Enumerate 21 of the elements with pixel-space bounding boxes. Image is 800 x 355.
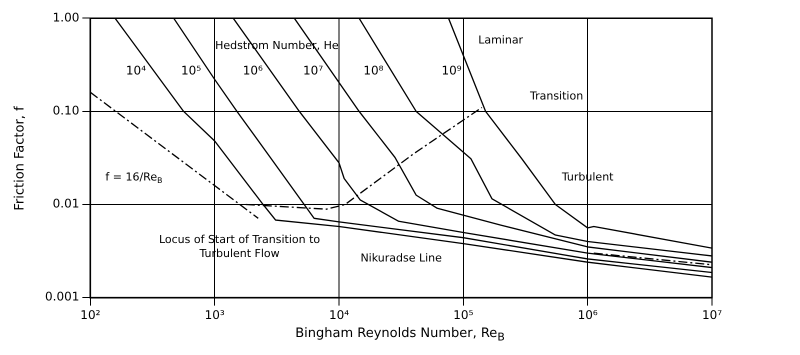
series-label: 10⁸ — [363, 63, 384, 78]
x-tick-label: 10⁵ — [453, 308, 474, 322]
x-axis-title: Bingham Reynolds Number, Re$_{B}$ — [294, 326, 506, 346]
y-tick-label: 0.001 — [44, 290, 80, 304]
series-label: 10⁹ — [442, 63, 462, 78]
series-label: 10⁷ — [303, 63, 324, 78]
x-tick-label: 10⁷ — [702, 308, 722, 322]
series-label: 10⁵ — [181, 63, 202, 78]
y-tick-label: 1.00 — [52, 10, 80, 24]
x-tick-label: 10² — [80, 308, 101, 322]
series-label: 10⁶ — [242, 63, 263, 78]
y-tick-label: 0.01 — [52, 196, 80, 211]
annotation: Nikuradse Line — [360, 251, 442, 264]
annotation: Transition — [528, 89, 584, 102]
x-tick-label: 10⁴ — [328, 308, 350, 322]
series-label: 10⁴ — [126, 63, 146, 78]
x-tick-label: 10⁶ — [578, 308, 598, 322]
y-axis-title: Friction Factor, f — [12, 106, 28, 210]
y-tick-label: 0.10 — [52, 103, 80, 118]
annotation: Laminar — [478, 33, 524, 46]
x-tick-label: 10³ — [204, 308, 225, 322]
